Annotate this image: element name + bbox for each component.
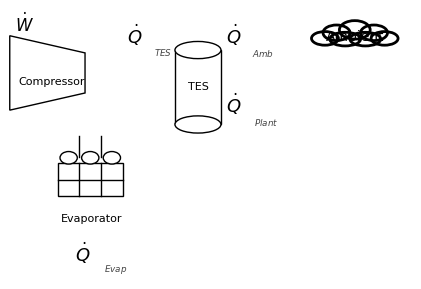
Ellipse shape [360, 25, 387, 40]
Text: $_{Plant}$: $_{Plant}$ [254, 115, 279, 128]
Text: $_{TES}$: $_{TES}$ [154, 47, 172, 60]
Text: $_{Evap}$: $_{Evap}$ [104, 264, 127, 277]
Bar [175, 50, 221, 125]
Text: $\dot{W}$: $\dot{W}$ [15, 13, 34, 36]
Ellipse shape [103, 151, 120, 164]
Text: Ambient: Ambient [325, 30, 384, 44]
Text: $\dot{Q}$: $\dot{Q}$ [226, 92, 241, 117]
Ellipse shape [82, 151, 99, 164]
Bar [58, 163, 123, 196]
Ellipse shape [312, 32, 338, 45]
Text: Compressor: Compressor [18, 77, 85, 86]
Ellipse shape [350, 32, 381, 46]
Ellipse shape [323, 25, 350, 40]
Ellipse shape [175, 41, 221, 59]
Ellipse shape [60, 151, 77, 164]
Ellipse shape [339, 21, 370, 39]
Text: Evaporator: Evaporator [61, 214, 122, 224]
Ellipse shape [330, 32, 360, 46]
Text: $\dot{Q}$: $\dot{Q}$ [128, 23, 143, 48]
Text: $\dot{Q}$: $\dot{Q}$ [75, 241, 91, 266]
Text: $\dot{Q}$: $\dot{Q}$ [226, 23, 241, 48]
Text: $_{Amb}$: $_{Amb}$ [252, 47, 274, 60]
Ellipse shape [175, 116, 221, 133]
Text: TES: TES [187, 82, 208, 92]
Ellipse shape [371, 32, 398, 45]
